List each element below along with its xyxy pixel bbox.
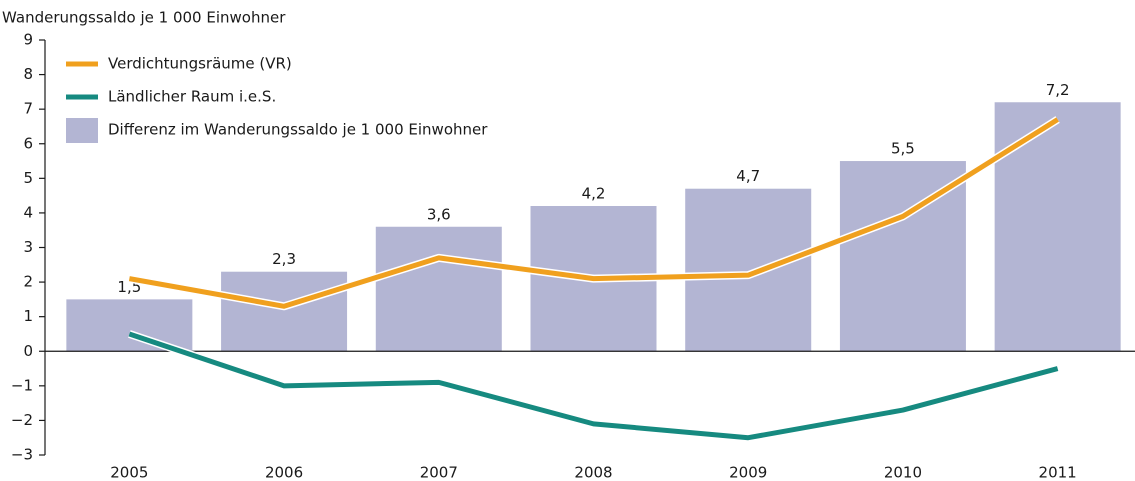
legend-label: Verdichtungsräume (VR) (108, 55, 292, 73)
y-tick-label: 7 (23, 100, 33, 118)
data-label: 4,2 (582, 185, 606, 203)
y-tick-label: 9 (23, 31, 33, 49)
y-tick-label: 6 (23, 134, 33, 152)
y-tick-label: 8 (23, 65, 33, 83)
x-tick-label: 2005 (110, 464, 148, 481)
x-tick-label: 2006 (265, 464, 303, 481)
y-tick-label: −2 (11, 411, 33, 429)
y-tick-label: 4 (23, 203, 33, 221)
legend-label: Ländlicher Raum i.e.S. (108, 88, 276, 106)
x-tick-label: 2007 (420, 464, 458, 481)
bar (685, 188, 812, 352)
line (128, 117, 1059, 309)
y-tick-label: −1 (11, 376, 33, 394)
data-label: 5,5 (891, 140, 915, 158)
data-label: 4,7 (736, 167, 760, 185)
bar (994, 102, 1121, 352)
legend-swatch (66, 118, 98, 143)
y-tick-label: 5 (23, 169, 33, 187)
legend-label: Differenz im Wanderungssaldo je 1 000 Ei… (108, 121, 488, 139)
data-label: 7,2 (1046, 81, 1070, 99)
bar (66, 299, 193, 352)
data-label: 2,3 (272, 250, 296, 268)
bar (375, 226, 502, 352)
y-tick-label: −3 (11, 446, 33, 464)
y-tick-label: 0 (23, 342, 33, 360)
y-tick-label: 2 (23, 273, 33, 291)
y-tick-label: 3 (23, 238, 33, 256)
y-tick-label: 1 (23, 307, 33, 325)
line (128, 331, 1059, 441)
x-tick-label: 2011 (1039, 464, 1077, 481)
x-tick-label: 2010 (884, 464, 922, 481)
x-tick-label: 2009 (729, 464, 767, 481)
y-axis-label: Wanderungssaldo je 1 000 Einwohner (2, 9, 286, 27)
x-tick-label: 2008 (574, 464, 612, 481)
bar (221, 271, 348, 352)
data-label: 3,6 (427, 205, 451, 223)
